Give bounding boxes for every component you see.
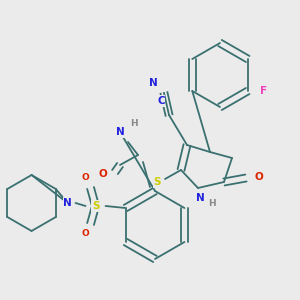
Text: N: N <box>196 193 204 203</box>
Text: H: H <box>208 200 216 208</box>
Text: N: N <box>148 78 158 88</box>
Text: C: C <box>157 96 165 106</box>
Text: S: S <box>92 201 99 211</box>
Text: N: N <box>63 198 72 208</box>
Text: N: N <box>116 127 124 137</box>
Text: O: O <box>82 230 89 238</box>
Text: O: O <box>255 172 263 182</box>
Text: O: O <box>82 173 89 182</box>
Text: H: H <box>130 118 138 127</box>
Text: O: O <box>99 169 107 179</box>
Text: F: F <box>260 86 267 96</box>
Text: S: S <box>153 177 161 187</box>
